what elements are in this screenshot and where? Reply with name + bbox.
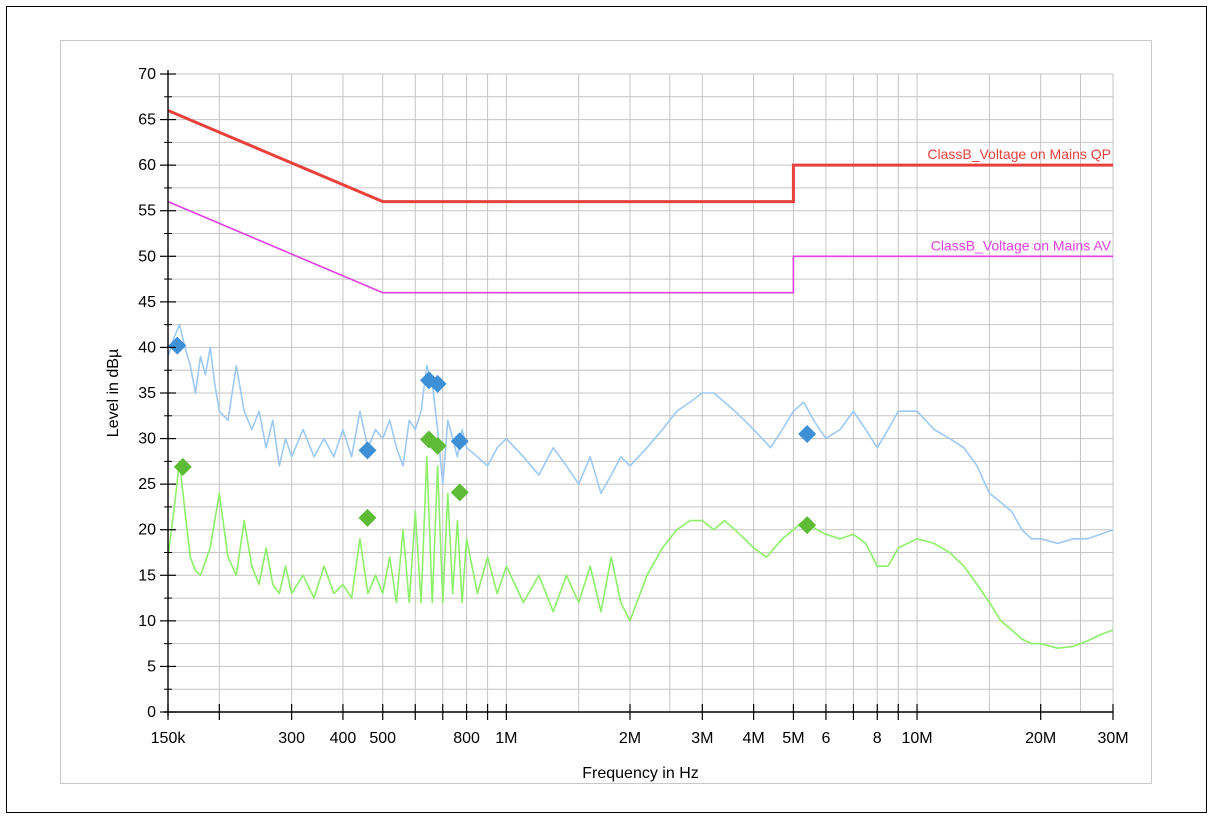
measurement-marker <box>428 374 447 393</box>
y-tick-label: 35 <box>138 385 156 402</box>
limit-line-label: ClassB_Voltage on Mains QP <box>927 146 1111 162</box>
limit-lines <box>168 109 1113 294</box>
traces <box>168 323 1113 649</box>
x-axis-title: Frequency in Hz <box>582 765 699 782</box>
y-tick-label: 40 <box>138 339 156 356</box>
axes <box>160 70 1114 720</box>
labels: 0 5 10 15 20 25 30 35 40 45 50 55 60 65 70 150k 300 400 50… <box>138 66 1128 747</box>
markers <box>168 336 817 535</box>
x-tick-label: 3M <box>691 730 713 747</box>
x-tick-label: 500 <box>369 730 396 747</box>
x-tick-label: 800 <box>453 730 480 747</box>
measurement-marker <box>428 436 447 455</box>
x-tick-label: 1M <box>495 730 517 747</box>
measurement-marker <box>173 457 192 476</box>
y-tick-label: 65 <box>138 112 156 129</box>
x-tick-label: 10M <box>901 730 932 747</box>
y-axis-title: Level in dBµ <box>105 349 122 437</box>
x-tick-label: 5M <box>782 730 804 747</box>
measurement-marker <box>798 425 817 444</box>
y-tick-label: 25 <box>138 476 156 493</box>
average-trace <box>168 456 1113 649</box>
measurement-marker <box>358 441 377 460</box>
x-tick-label: 150k <box>151 730 187 747</box>
measurement-marker <box>450 432 469 451</box>
y-tick-label: 5 <box>147 658 156 675</box>
y-tick-label: 60 <box>138 157 156 174</box>
measurement-marker <box>358 508 377 527</box>
y-tick-label: 70 <box>138 66 156 83</box>
x-tick-label: 300 <box>278 730 305 747</box>
x-tick-label: 30M <box>1097 730 1128 747</box>
x-tick-label: 2M <box>619 730 641 747</box>
measurement-marker <box>798 516 817 535</box>
limit-line-label: ClassB_Voltage on Mains AV <box>931 237 1112 253</box>
y-tick-label: 50 <box>138 248 156 265</box>
x-tick-label: 4M <box>743 730 765 747</box>
measurement-marker <box>168 336 187 355</box>
limit-line <box>168 109 1113 204</box>
measurement-marker <box>450 483 469 502</box>
outer-frame <box>6 6 1207 813</box>
y-tick-label: 10 <box>138 613 156 630</box>
x-tick-label: 400 <box>330 730 357 747</box>
grid <box>167 73 1114 713</box>
x-tick-label: 20M <box>1025 730 1056 747</box>
peak-trace <box>168 323 1113 545</box>
y-tick-label: 20 <box>138 522 156 539</box>
y-tick-label: 55 <box>138 203 156 220</box>
x-tick-label: 6 <box>821 730 830 747</box>
y-tick-label: 30 <box>138 431 156 448</box>
x-tick-label: 8 <box>873 730 882 747</box>
limit-line <box>168 200 1113 294</box>
y-tick-label: 45 <box>138 294 156 311</box>
y-tick-label: 0 <box>147 704 156 721</box>
y-tick-label: 15 <box>138 567 156 584</box>
